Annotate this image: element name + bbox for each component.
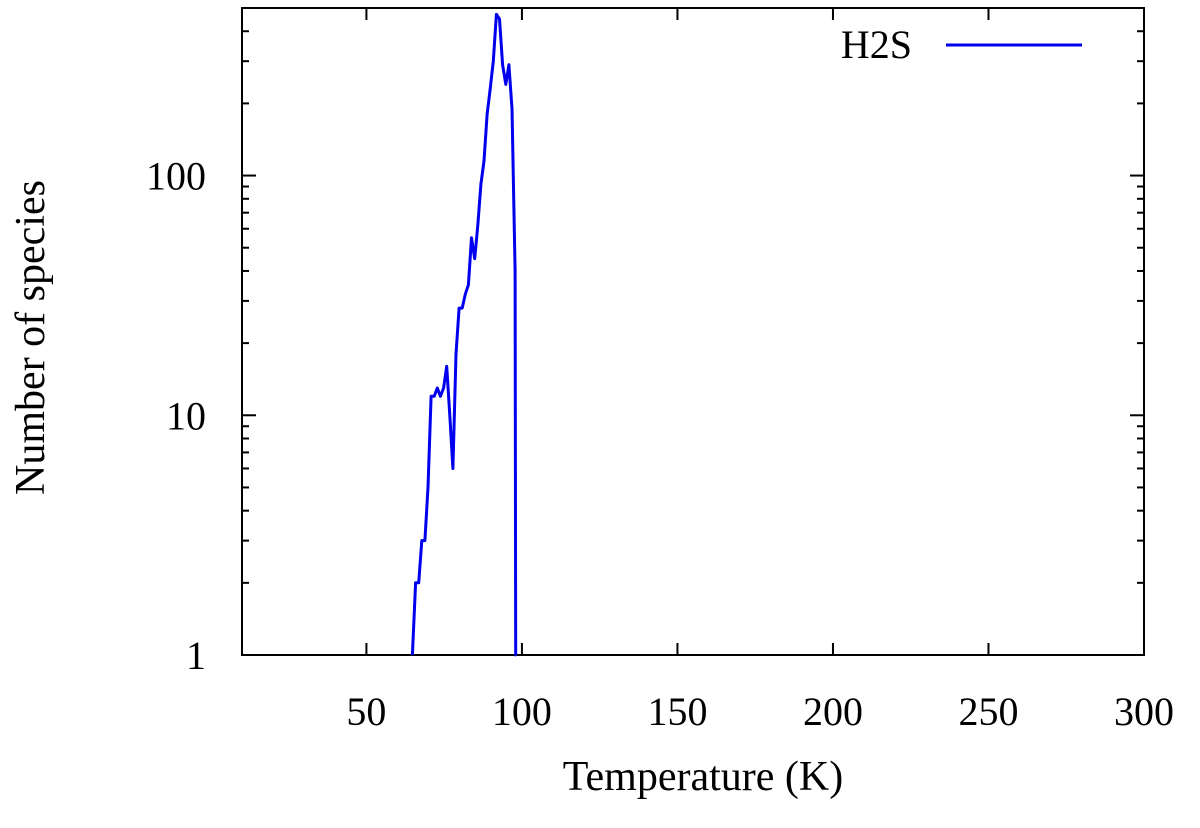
legend: H2S: [841, 22, 1082, 67]
series-layer: [410, 12, 518, 657]
x-tick-label: 200: [803, 689, 863, 734]
plot-area: 50 100 150 200 250 300 1 10 100 H2S: [146, 7, 1174, 734]
x-tick-label: 100: [492, 689, 552, 734]
y-axis-title: Number of species: [8, 180, 54, 495]
x-ticks: 50 100 150 200 250 300: [346, 8, 1174, 734]
y-tick-label: 1: [186, 633, 206, 678]
plot-frame: [241, 7, 1145, 656]
y-tick-label: 100: [146, 154, 206, 199]
series-line-h2s: [410, 12, 518, 657]
x-tick-label: 50: [346, 689, 386, 734]
x-tick-label: 300: [1114, 689, 1174, 734]
legend-label: H2S: [841, 22, 912, 67]
x-axis-title: Temperature (K): [563, 754, 843, 800]
x-tick-label: 250: [958, 689, 1018, 734]
y-tick-label: 10: [166, 393, 206, 438]
x-tick-label: 150: [647, 689, 707, 734]
y-ticks: 1 10 100: [146, 7, 1144, 678]
